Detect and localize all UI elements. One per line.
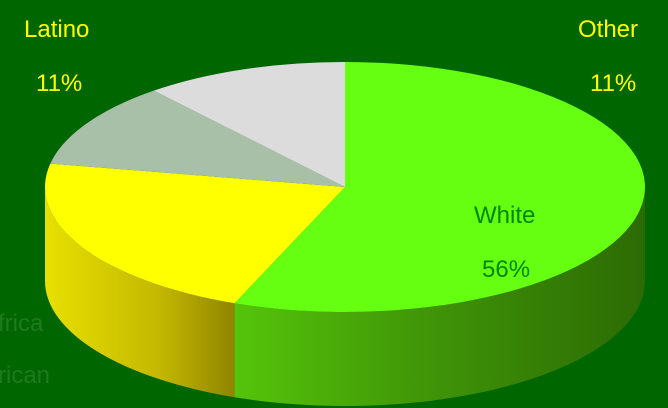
slice-label-other: Other — [578, 16, 639, 43]
pie-top-faces — [45, 62, 646, 312]
slice-label-white: White — [474, 202, 536, 229]
slice-label-latino: Latino — [24, 16, 90, 43]
pie-side-slice-1 — [44, 187, 235, 398]
pie-slice-slice-1 — [45, 163, 345, 304]
slice-value-latino: 11% — [36, 70, 83, 97]
pie-slice-other — [153, 62, 345, 187]
partial-label-top: frica — [0, 310, 44, 337]
slice-value-white: 56% — [482, 256, 531, 283]
pie-slice-latino — [50, 90, 346, 187]
pie-side-white — [234, 187, 646, 406]
partial-label-bottom: rican — [0, 362, 51, 389]
pie-slice-white — [234, 62, 646, 312]
pie-side-walls — [44, 187, 646, 406]
slice-value-other: 11% — [590, 70, 637, 97]
